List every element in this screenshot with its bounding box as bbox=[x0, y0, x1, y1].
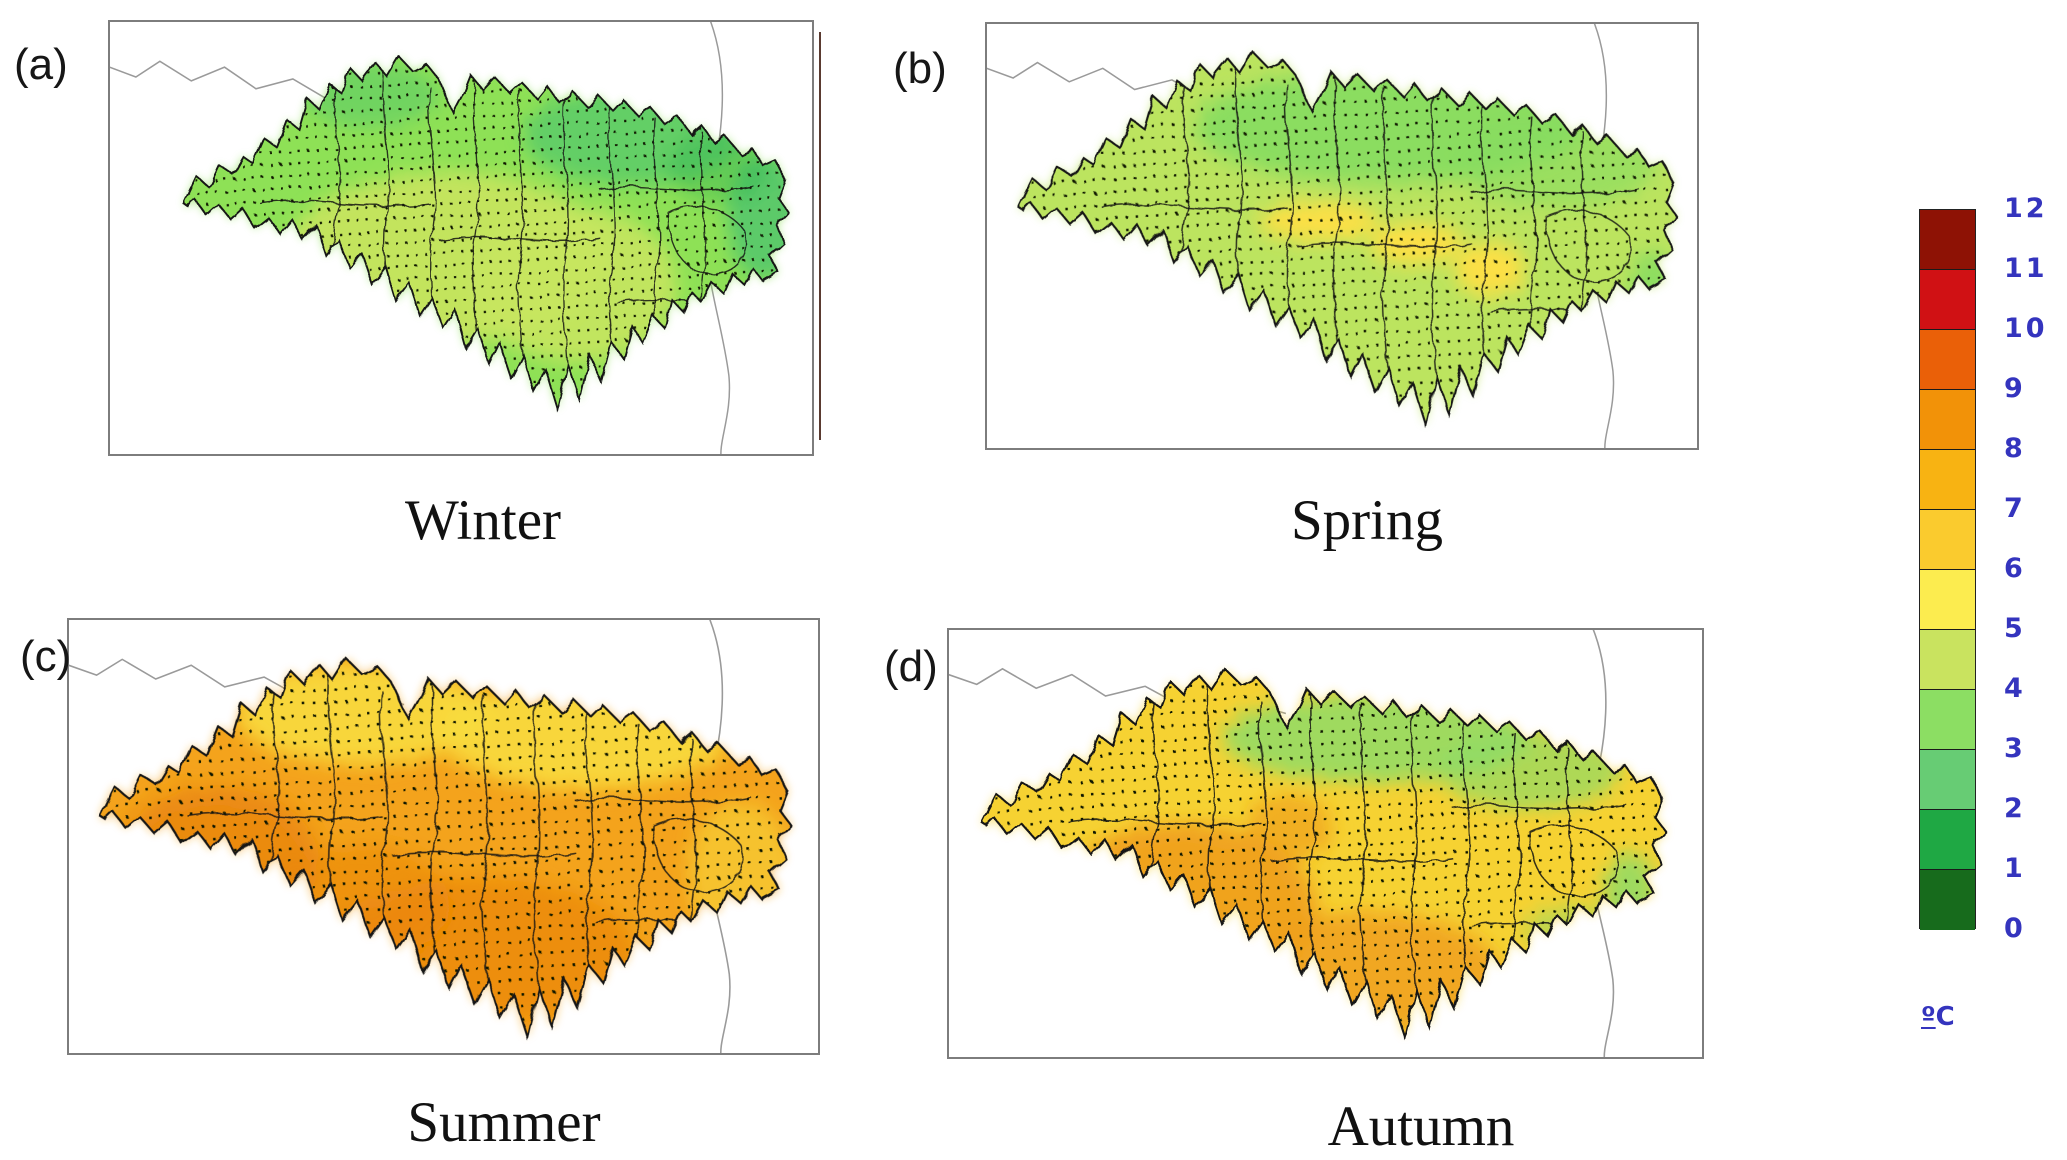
basin-group bbox=[1017, 51, 1679, 426]
panel-summer-map bbox=[67, 618, 820, 1055]
basin-group bbox=[99, 657, 793, 1039]
colorbar-tick-11: 11 bbox=[2004, 253, 2048, 284]
colorbar-cell bbox=[1920, 210, 1975, 270]
winter-title: Winter bbox=[405, 489, 561, 552]
colorbar-cell bbox=[1920, 570, 1975, 630]
colorbar-tick-12: 12 bbox=[2004, 193, 2048, 224]
basin-group bbox=[182, 56, 790, 411]
colorbar-tick-3: 3 bbox=[2004, 733, 2026, 764]
summer-title: Summer bbox=[407, 1091, 601, 1154]
autumn-map-svg bbox=[949, 630, 1668, 1057]
panel-spring-map bbox=[985, 22, 1699, 450]
colorbar-cell bbox=[1920, 690, 1975, 750]
temperature-patch bbox=[1159, 319, 1185, 366]
colorbar-tick-0: 0 bbox=[2004, 913, 2026, 944]
panel-label-d: (d) bbox=[884, 642, 938, 691]
colorbar-cell bbox=[1920, 630, 1975, 690]
colorbar-cell bbox=[1920, 330, 1975, 390]
temperature-colorbar bbox=[1919, 209, 1976, 930]
colorbar-tick-1: 1 bbox=[2004, 853, 2026, 884]
spring-title: Spring bbox=[1290, 489, 1444, 552]
panel-label-b: (b) bbox=[893, 44, 947, 93]
colorbar-cell bbox=[1920, 510, 1975, 570]
stray-vertical-line bbox=[819, 32, 821, 440]
colorbar-cell bbox=[1920, 450, 1975, 510]
colorbar-cell bbox=[1920, 870, 1975, 930]
colorbar-cell bbox=[1920, 270, 1975, 330]
colorbar-tick-10: 10 bbox=[2004, 313, 2048, 344]
panel-label-a: (a) bbox=[14, 40, 68, 89]
basin-group bbox=[980, 668, 1668, 1039]
winter-map-svg bbox=[110, 22, 790, 454]
colorbar-cell bbox=[1920, 390, 1975, 450]
panel-winter-map bbox=[108, 20, 814, 456]
summer-map-svg bbox=[69, 620, 793, 1053]
colorbar-tick-8: 8 bbox=[2004, 433, 2026, 464]
colorbar-tick-6: 6 bbox=[2004, 553, 2026, 584]
spring-map-svg bbox=[987, 24, 1679, 448]
colorbar-tick-5: 5 bbox=[2004, 613, 2026, 644]
degree-symbol: º bbox=[1921, 1002, 1936, 1032]
panel-autumn-map bbox=[947, 628, 1704, 1059]
colorbar-tick-4: 4 bbox=[2004, 673, 2026, 704]
colorbar-unit-label: ºC bbox=[1921, 1002, 1955, 1032]
colorbar-tick-7: 7 bbox=[2004, 493, 2026, 524]
colorbar-cell bbox=[1920, 750, 1975, 810]
autumn-title: Autumn bbox=[1327, 1095, 1515, 1158]
panel-label-c: (c) bbox=[20, 632, 72, 681]
colorbar-tick-2: 2 bbox=[2004, 793, 2026, 824]
colorbar-cell bbox=[1920, 810, 1975, 870]
colorbar-tick-9: 9 bbox=[2004, 373, 2026, 404]
